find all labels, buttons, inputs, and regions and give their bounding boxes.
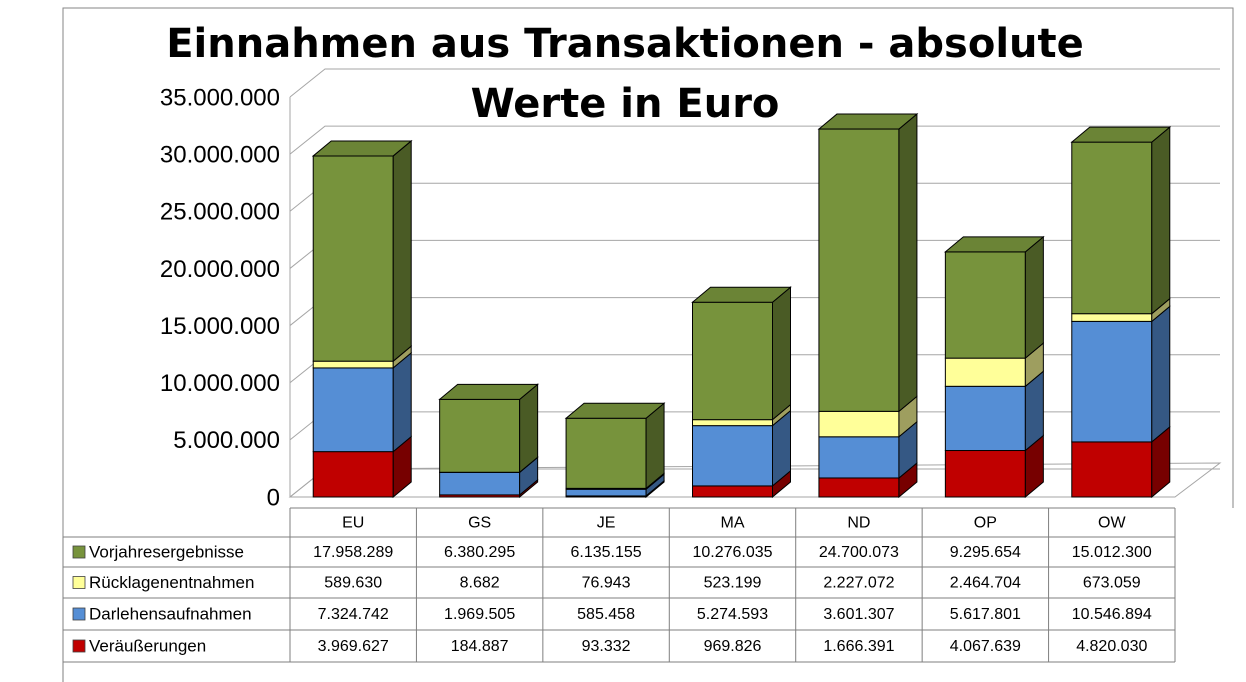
table-value: 9.295.654: [950, 544, 1021, 561]
table-value: 24.700.073: [819, 544, 899, 561]
legend-key: [72, 639, 86, 653]
bar-segment: [944, 251, 1026, 359]
bar-segment: [944, 450, 1026, 498]
bar-top: [817, 113, 919, 130]
table-value: 2.464.704: [950, 575, 1021, 592]
y-tick-label: 0: [267, 484, 280, 511]
x-tick-label: GS: [468, 515, 491, 532]
bar-segment: [565, 488, 647, 497]
bar-segment: [1071, 141, 1153, 315]
table-value: 4.067.639: [950, 638, 1021, 655]
legend-label: Vorjahresergebnisse: [89, 542, 244, 561]
frame: [62, 7, 1234, 682]
bar-segment: [439, 471, 521, 496]
bar-top: [691, 286, 792, 303]
table-value: 585.458: [577, 606, 635, 623]
bar-segment: [818, 410, 900, 438]
bar-segment: [565, 417, 647, 489]
bar-segment: [818, 128, 900, 412]
legend-label: Veräußerungen: [89, 636, 206, 655]
table-value: 8.682: [460, 575, 500, 592]
bar-segment: [944, 357, 1026, 387]
bar-segment-side: [772, 286, 791, 421]
x-tick-label: ND: [847, 515, 870, 532]
bar-segment: [818, 477, 900, 498]
y-tick-label: 30.000.000: [160, 141, 280, 168]
table-value: 7.324.742: [318, 606, 389, 623]
y-tick-label: 15.000.000: [160, 313, 280, 340]
x-tick-label: JE: [597, 515, 616, 532]
bar-segment: [1071, 441, 1153, 498]
x-tick-label: EU: [342, 515, 364, 532]
table-value: 15.012.300: [1072, 544, 1152, 561]
table-value: 10.276.035: [692, 544, 772, 561]
y-tick-label: 5.000.000: [173, 427, 280, 454]
bar-segment: [312, 451, 394, 498]
table-value: 10.546.894: [1072, 606, 1152, 623]
x-tick-label: MA: [721, 515, 745, 532]
bar-segment: [439, 398, 521, 473]
table-value: 5.274.593: [697, 606, 768, 623]
y-tick-label: 25.000.000: [160, 199, 280, 226]
bar-segment-side: [1151, 126, 1171, 315]
table-value: 17.958.289: [313, 544, 393, 561]
table-value: 3.969.627: [318, 638, 389, 655]
bar-segment: [1071, 320, 1153, 443]
bar-top: [943, 236, 1045, 253]
bar-segment: [312, 360, 394, 369]
legend-label: Rücklagenentnahmen: [89, 573, 254, 592]
bar-segment: [312, 155, 394, 362]
table-value: 589.630: [324, 575, 382, 592]
bar-segment-side: [1151, 305, 1171, 443]
y-tick-label: 10.000.000: [160, 370, 280, 397]
bar-top: [311, 140, 413, 157]
bar-top: [564, 402, 666, 419]
table-value: 1.666.391: [823, 638, 894, 655]
legend-key: [72, 576, 86, 589]
bar-segment-side: [898, 112, 918, 413]
table-value: 6.380.295: [444, 544, 515, 561]
bar-segment-side: [1024, 235, 1044, 360]
bar-segment-side: [392, 139, 412, 363]
table-value: 5.617.801: [950, 606, 1021, 623]
x-tick-label: OW: [1098, 515, 1126, 532]
table-value: 969.826: [704, 638, 762, 655]
y-tick-label: 20.000.000: [160, 256, 280, 283]
chart-title: Einnahmen aus Transaktionen - absolute W…: [166, 21, 1084, 127]
legend-key: [72, 545, 86, 559]
table-value: 1.969.505: [444, 606, 515, 623]
bar-segment-side: [392, 351, 412, 453]
table-value: 6.135.155: [570, 544, 641, 561]
table-value: 184.887: [451, 638, 509, 655]
bar-segment: [692, 425, 773, 487]
table-value: 3.601.307: [823, 606, 894, 623]
grid-line: [289, 68, 1220, 98]
x-tick-label: OP: [974, 515, 997, 532]
table-value: 76.943: [582, 575, 631, 592]
legend-label: Darlehensaufnahmen: [89, 604, 252, 623]
legend-key: [72, 607, 86, 621]
table-value: 93.332: [582, 638, 631, 655]
table-value: 2.227.072: [823, 575, 894, 592]
bar-top: [1070, 126, 1172, 143]
bar-segment: [692, 419, 773, 427]
table-value: 4.820.030: [1076, 638, 1147, 655]
table-value: 673.059: [1083, 575, 1141, 592]
bar-top: [438, 383, 540, 400]
bar-segment: [692, 485, 773, 498]
table-value: 523.199: [704, 575, 762, 592]
bar-segment: [818, 436, 900, 479]
bar-segment: [1071, 313, 1153, 322]
bar-segment: [692, 301, 773, 421]
bar-segment: [312, 367, 394, 453]
y-tick-label: 35.000.000: [160, 84, 280, 111]
grid-line: [289, 125, 1220, 155]
bar-segment: [944, 385, 1026, 452]
